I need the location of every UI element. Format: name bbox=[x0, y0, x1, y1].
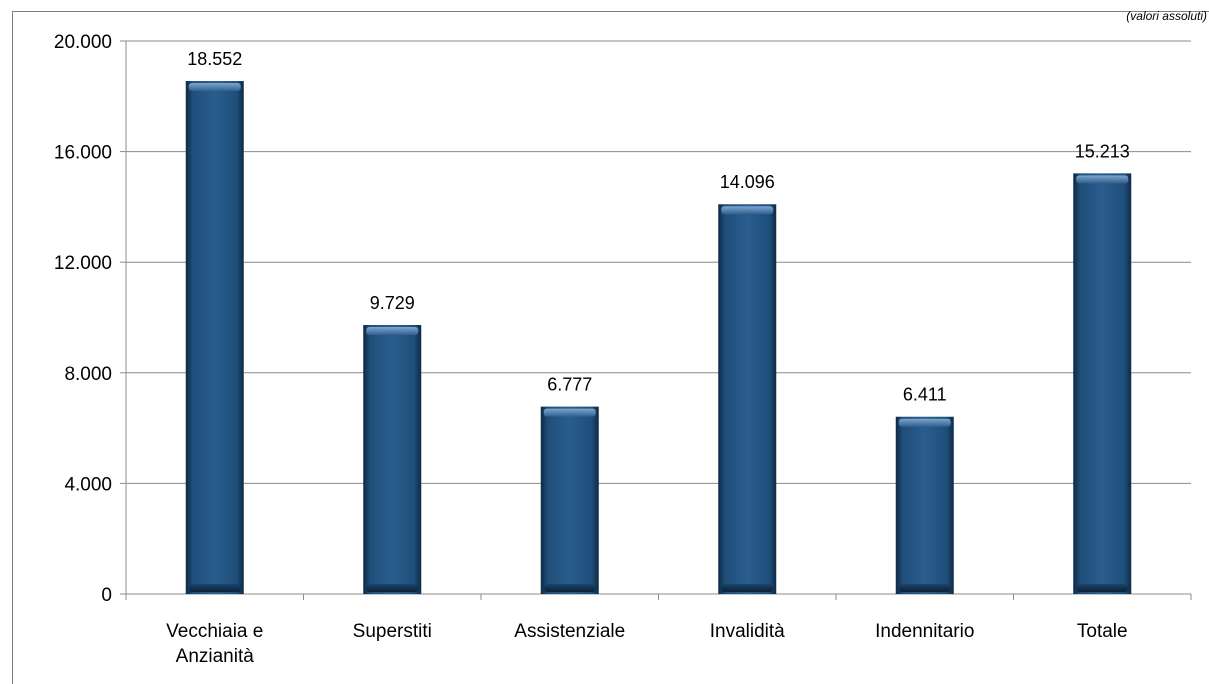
bar bbox=[895, 416, 954, 594]
bar-highlight bbox=[721, 206, 774, 215]
bar-group bbox=[718, 204, 777, 594]
bar-highlight bbox=[366, 326, 419, 335]
y-tick-label: 16.000 bbox=[54, 143, 112, 164]
bar-base-shade bbox=[188, 584, 241, 592]
chart-frame: (valori assoluti) bbox=[12, 9, 1209, 684]
bar bbox=[1073, 173, 1132, 595]
bar-group bbox=[895, 416, 954, 594]
bar-group bbox=[363, 324, 422, 594]
bar-highlight bbox=[543, 408, 596, 417]
x-category-label: Assistenziale bbox=[514, 621, 625, 642]
x-category-label: Superstiti bbox=[353, 621, 432, 642]
bar-base-shade bbox=[366, 584, 419, 592]
x-category-label: Invalidità bbox=[710, 621, 785, 642]
y-tick-label: 8.000 bbox=[64, 364, 112, 385]
bar-highlight bbox=[188, 83, 241, 92]
bar-group bbox=[185, 81, 244, 594]
y-tick-label: 20.000 bbox=[54, 32, 112, 53]
bar-base-shade bbox=[721, 584, 774, 592]
gridlines bbox=[126, 40, 1191, 484]
bar-base-shade bbox=[543, 584, 596, 592]
y-tick-label: 12.000 bbox=[54, 253, 112, 274]
bar bbox=[185, 81, 244, 594]
bar-group bbox=[540, 406, 599, 594]
axes bbox=[120, 40, 1192, 600]
x-category-label: Anzianità bbox=[176, 646, 255, 667]
x-category-label: Indennitario bbox=[875, 621, 974, 642]
data-label: 14.096 bbox=[720, 172, 775, 192]
data-label: 6.411 bbox=[903, 385, 947, 405]
data-label: 9.729 bbox=[370, 293, 415, 313]
bars bbox=[185, 81, 1132, 595]
data-label: 18.552 bbox=[187, 49, 242, 69]
bar-highlight bbox=[1076, 175, 1129, 184]
bar-base-shade bbox=[1076, 584, 1129, 592]
x-category-label: Vecchiaia e bbox=[166, 621, 263, 642]
bar-group bbox=[1073, 173, 1132, 595]
x-category-label: Totale bbox=[1077, 621, 1128, 642]
bar bbox=[363, 324, 422, 594]
bar bbox=[718, 204, 777, 594]
data-label: 6.777 bbox=[547, 375, 592, 395]
y-tick-label: 0 bbox=[101, 585, 112, 606]
unit-note: (valori assoluti) bbox=[1126, 9, 1207, 23]
data-label: 15.213 bbox=[1075, 141, 1130, 161]
labels: 0 4.000 8.000 12.000 16.000 20.000 18.552 Vecch… bbox=[54, 32, 1130, 667]
bar-base-shade bbox=[898, 584, 951, 592]
bar-highlight bbox=[898, 418, 951, 427]
bar bbox=[540, 406, 599, 594]
y-tick-label: 4.000 bbox=[64, 474, 112, 495]
